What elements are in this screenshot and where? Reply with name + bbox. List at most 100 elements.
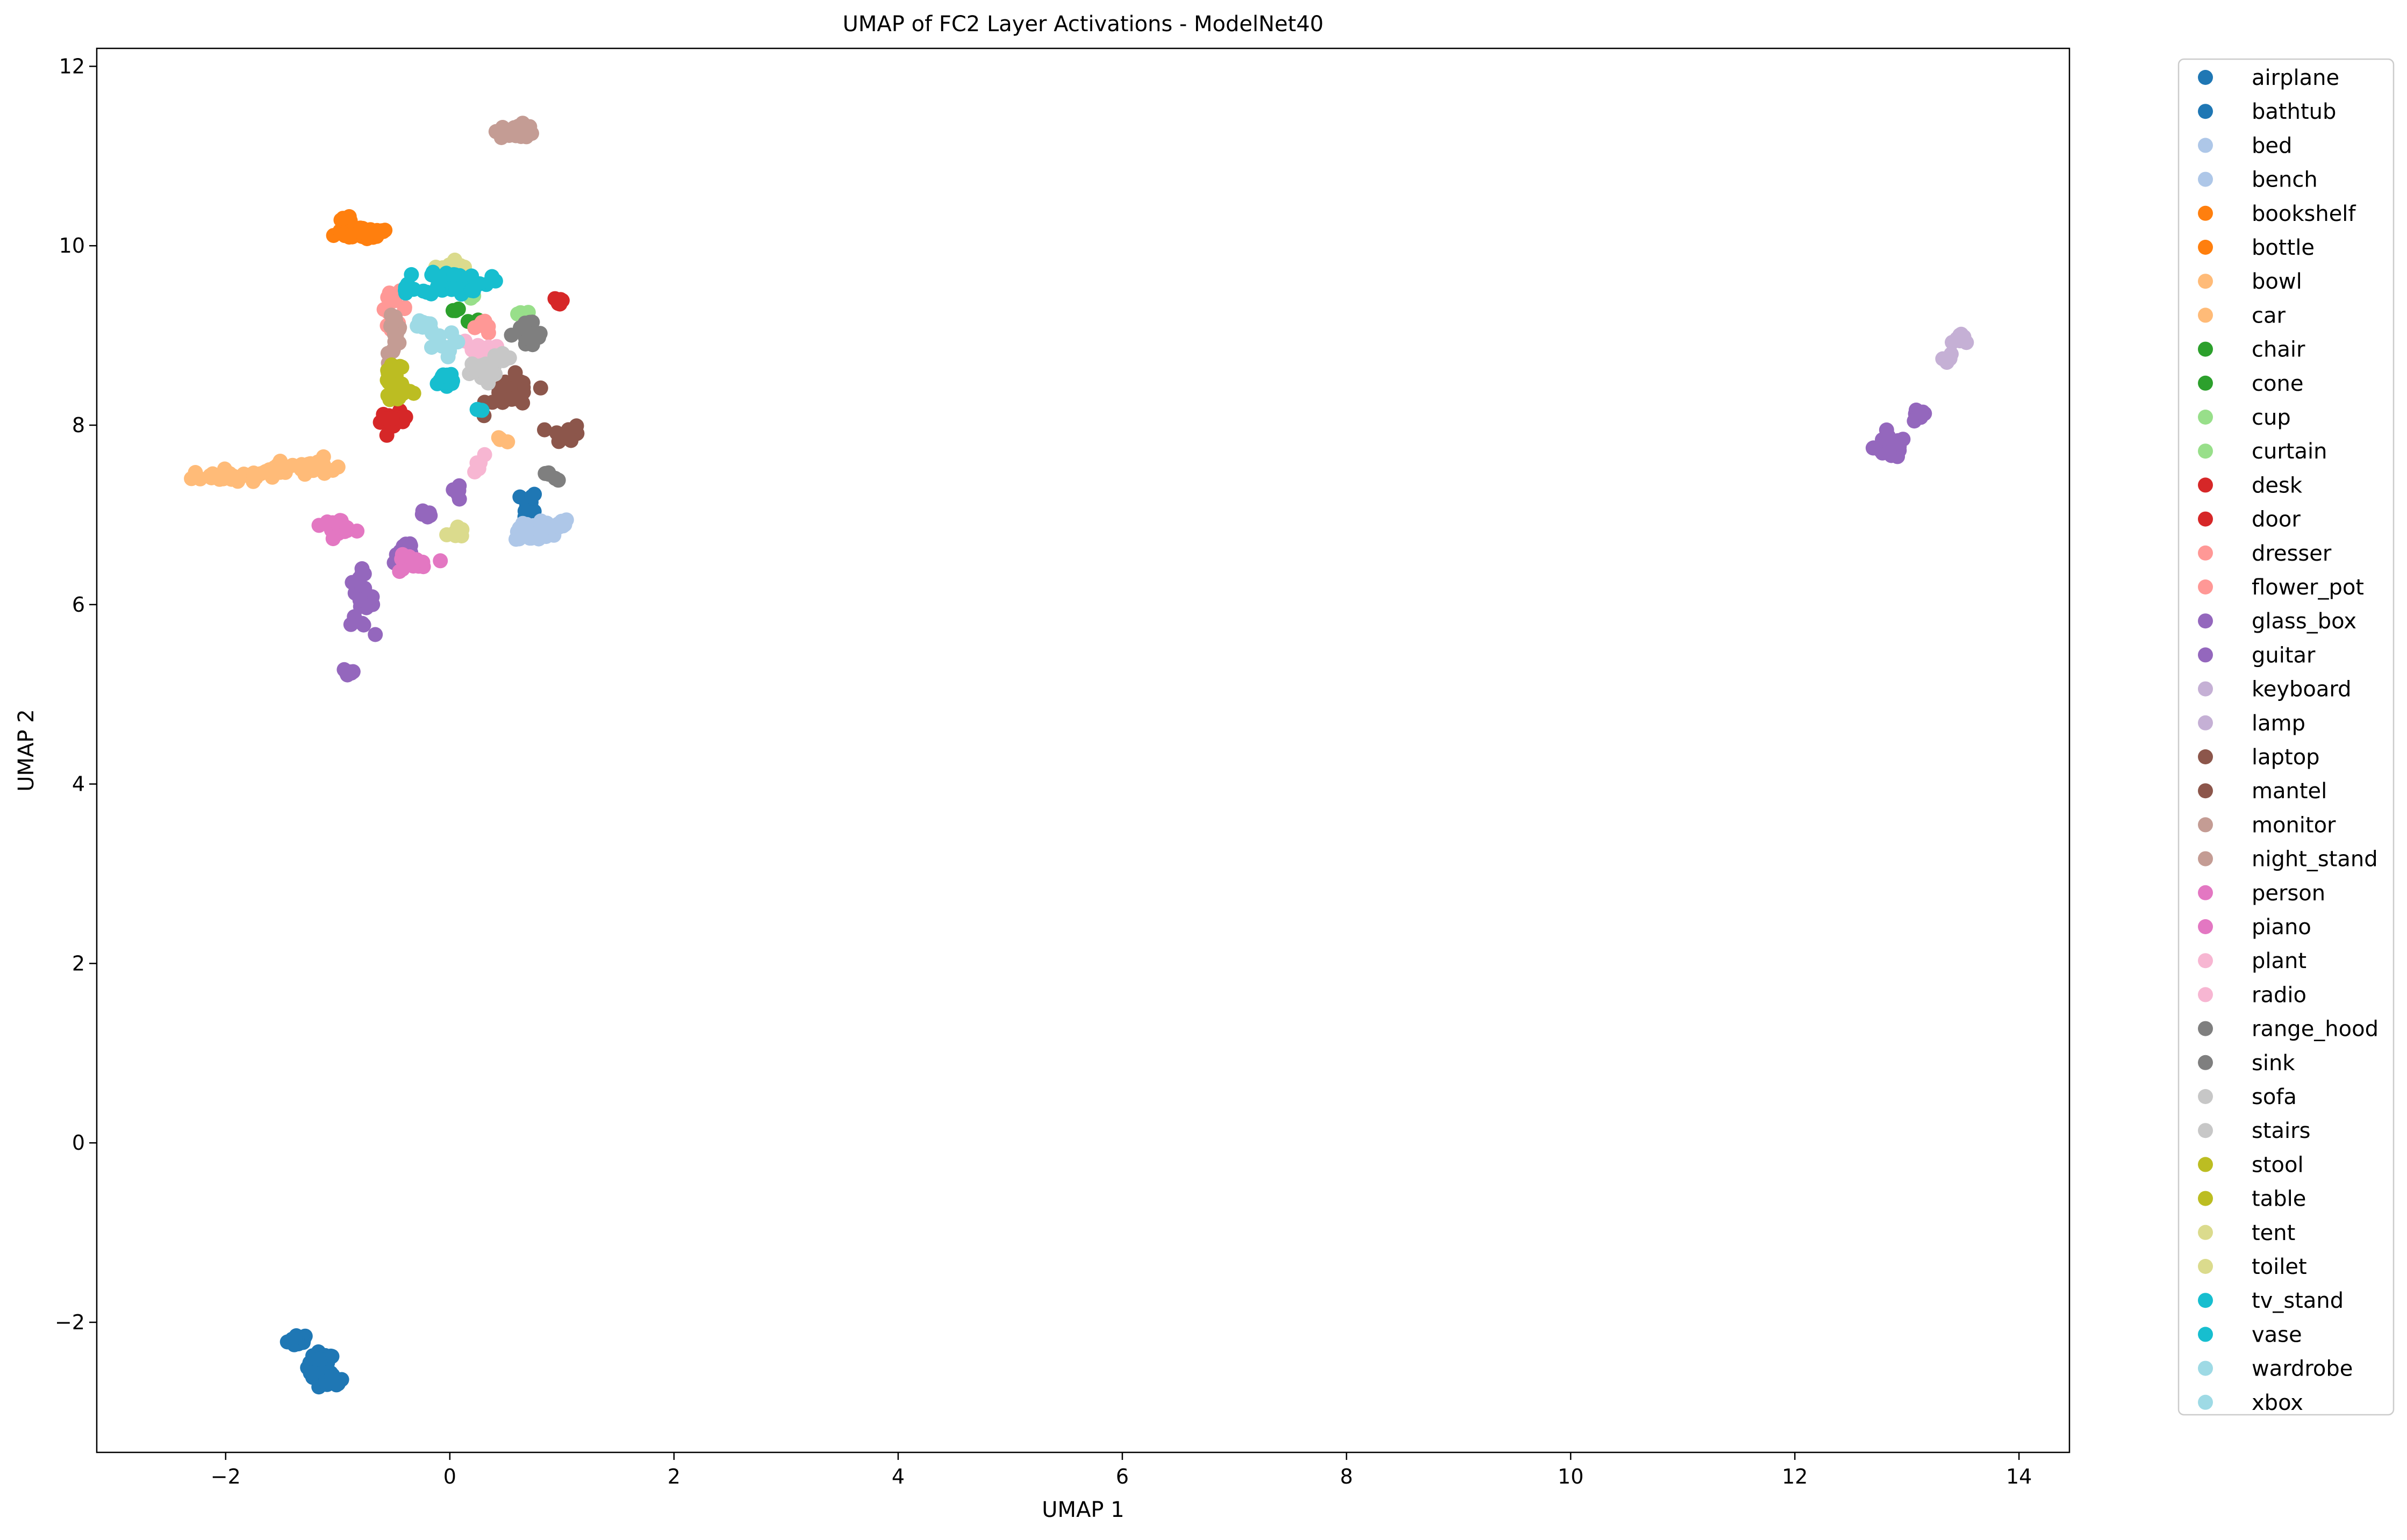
y-axis: −2 0 2 4 6 8 10 12	[55, 54, 97, 1334]
x-tick-label: 6	[1116, 1465, 1129, 1488]
data-point	[388, 313, 404, 328]
plot-area	[96, 47, 2071, 1453]
data-point	[382, 285, 397, 301]
series-flower-pot	[467, 313, 496, 341]
y-tick-label: 10	[59, 234, 85, 257]
series-vase	[398, 276, 490, 418]
legend-marker	[2198, 987, 2213, 1002]
legend-label: cone	[2252, 371, 2303, 396]
data-point	[388, 362, 404, 378]
legend-marker	[2198, 1157, 2213, 1172]
series-piano	[392, 547, 448, 579]
series-radio	[467, 447, 492, 479]
legend-marker	[2198, 783, 2213, 799]
x-tick-label: 0	[443, 1465, 456, 1488]
x-tick-label: 14	[2006, 1465, 2032, 1488]
legend-marker	[2198, 1360, 2213, 1376]
data-point	[519, 527, 534, 542]
legend-label: desk	[2252, 473, 2303, 498]
legend-label: chair	[2252, 338, 2305, 362]
data-point	[343, 617, 359, 632]
data-point	[379, 411, 395, 427]
series-xbox	[410, 313, 439, 338]
data-point	[491, 385, 507, 400]
y-tick-label: 6	[72, 593, 85, 617]
legend-marker	[2198, 1394, 2213, 1410]
legend-marker	[2198, 681, 2213, 697]
data-point	[340, 664, 356, 680]
data-point	[452, 478, 467, 493]
legend-label: flower_pot	[2252, 575, 2364, 600]
data-point	[504, 391, 519, 407]
data-point	[453, 525, 468, 541]
series-desk	[372, 403, 413, 443]
legend-marker	[2198, 138, 2213, 153]
series-mantel	[537, 418, 585, 449]
data-point	[1882, 445, 1897, 460]
data-point	[303, 1365, 318, 1381]
y-tick-label: 4	[72, 772, 85, 796]
legend-label: vase	[2252, 1322, 2302, 1347]
data-point	[398, 283, 413, 298]
legend-frame	[2177, 58, 2395, 1416]
legend-marker	[2198, 205, 2213, 221]
data-point	[433, 553, 448, 569]
legend-marker	[2198, 307, 2213, 323]
series-bottle	[333, 209, 358, 231]
data-point	[246, 465, 261, 481]
legend-label: bowl	[2252, 269, 2302, 294]
data-point	[471, 338, 486, 354]
legend-label: tent	[2252, 1221, 2295, 1245]
series-bookshelf	[326, 220, 393, 246]
series-car	[184, 457, 300, 489]
legend-marker	[2198, 240, 2213, 255]
data-point	[478, 367, 493, 383]
data-point	[350, 573, 366, 588]
legend-label: cup	[2252, 405, 2291, 430]
data-point	[439, 527, 455, 542]
data-point	[533, 380, 548, 396]
legend-marker	[2198, 919, 2213, 934]
legend-marker	[2198, 375, 2213, 391]
x-tick-label: −2	[211, 1465, 241, 1488]
data-point	[341, 230, 357, 245]
series-sofa	[462, 356, 503, 391]
y-tick-label: −2	[55, 1310, 85, 1334]
data-point	[477, 313, 492, 329]
data-point	[521, 326, 536, 341]
legend-label: piano	[2252, 915, 2311, 940]
legend-label: mantel	[2252, 779, 2327, 804]
series-glass-box	[336, 536, 419, 683]
data-point	[556, 518, 571, 533]
legend-marker	[2198, 1293, 2213, 1308]
legend-label: stairs	[2252, 1119, 2310, 1143]
series-door	[547, 291, 570, 312]
legend-label: sink	[2252, 1051, 2295, 1076]
data-point	[339, 520, 355, 535]
legend-label: laptop	[2252, 745, 2320, 770]
legend-label: bookshelf	[2252, 202, 2356, 226]
legend-label: xbox	[2252, 1391, 2303, 1415]
legend-label: airplane	[2252, 66, 2339, 90]
legend-label: bed	[2252, 133, 2292, 158]
y-tick-label: 12	[59, 54, 85, 78]
series-keyboard	[1945, 326, 1974, 350]
series-cone	[445, 302, 466, 318]
legend-label: car	[2252, 303, 2286, 328]
series-wardrobe	[424, 325, 465, 364]
legend-label: range_hood	[2252, 1017, 2379, 1042]
data-point	[402, 549, 417, 564]
data-point	[538, 465, 553, 481]
legend-label: sofa	[2252, 1085, 2297, 1109]
data-point	[1944, 346, 1959, 362]
data-point	[429, 280, 445, 295]
legend: airplane bathtub bed bench bookshelf bottle bo…	[2177, 58, 2395, 1416]
data-point	[368, 627, 383, 642]
legend-marker	[2198, 1055, 2213, 1070]
data-point	[379, 373, 395, 388]
y-axis-title: UMAP 2	[14, 709, 39, 791]
data-point	[357, 224, 373, 240]
legend-marker	[2198, 274, 2213, 289]
series-range-hood	[504, 314, 548, 353]
